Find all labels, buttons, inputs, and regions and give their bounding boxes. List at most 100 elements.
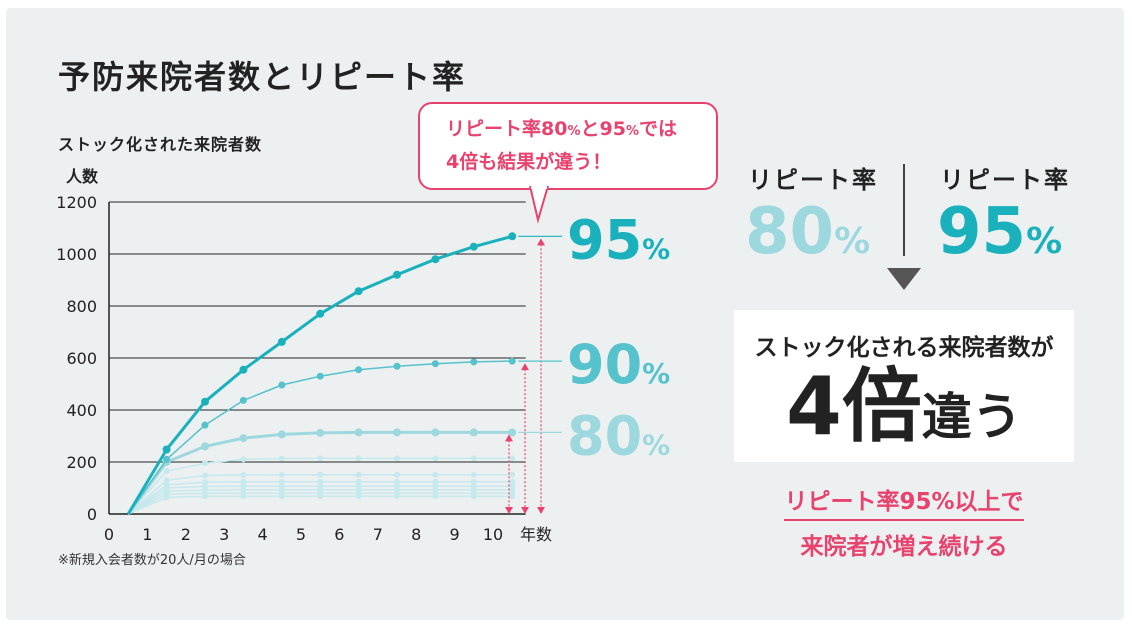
x-tick-label: 8: [411, 525, 421, 544]
data-point: [202, 472, 208, 479]
data-point: [470, 471, 477, 478]
data-point: [431, 428, 440, 437]
arrow-head-down: [537, 507, 545, 514]
y-tick-label: 1200: [56, 193, 97, 212]
data-point: [202, 460, 208, 467]
data-point: [508, 357, 516, 365]
data-point: [355, 483, 362, 490]
rate-label-80: 80%: [567, 404, 670, 467]
data-point: [508, 232, 517, 241]
data-point: [240, 456, 247, 463]
compare-left-label: リピート率: [748, 166, 878, 194]
y-tick-label: 1000: [56, 245, 97, 264]
x-tick-label: 5: [296, 525, 306, 544]
page-title: 予防来院者数とリピート率: [58, 58, 467, 96]
data-point: [277, 430, 286, 439]
data-point: [316, 428, 325, 437]
data-point: [469, 428, 478, 437]
data-point: [316, 372, 324, 380]
data-point: [278, 483, 285, 490]
arrow-head-down: [521, 507, 529, 514]
data-point: [355, 478, 362, 485]
data-point: [393, 428, 401, 437]
data-point: [432, 455, 439, 462]
data-point: [317, 471, 324, 478]
compare-left-value: 80%: [745, 195, 871, 269]
callout-line-1: リピート率80%と95%では: [446, 118, 677, 140]
y-tick-label: 0: [87, 505, 97, 524]
data-point: [509, 455, 516, 462]
data-point: [393, 270, 401, 279]
data-point: [240, 478, 247, 485]
data-point: [240, 483, 247, 490]
data-point: [239, 365, 248, 374]
data-point: [355, 366, 363, 374]
data-point: [239, 396, 247, 404]
data-point: [394, 471, 400, 478]
data-point: [201, 397, 209, 406]
data-point: [163, 477, 170, 484]
data-point: [278, 381, 286, 389]
data-point: [202, 483, 208, 490]
data-point: [509, 478, 516, 485]
data-point: [163, 468, 170, 475]
x-tick-label: 6: [334, 525, 344, 544]
data-point: [508, 428, 517, 437]
arrow-head-down: [505, 507, 513, 514]
data-point: [432, 483, 439, 490]
x-tick-label: 7: [373, 525, 383, 544]
x-tick-label: 9: [450, 525, 460, 544]
data-point: [431, 255, 440, 264]
result-box: ストック化される来院者数が 4倍違う: [734, 310, 1074, 462]
data-point: [278, 455, 285, 462]
data-point: [163, 455, 171, 463]
callout-bubble: リピート率80%と95%では 4倍も結果が違う！: [418, 102, 718, 190]
x-tick-label: 0: [104, 525, 114, 544]
arrow-down-icon: [887, 268, 921, 290]
y-tick-label: 800: [66, 297, 97, 316]
compare-divider: [903, 164, 905, 256]
data-point: [509, 483, 516, 490]
data-point: [394, 455, 400, 462]
x-axis-label: 年数: [520, 525, 552, 544]
data-point: [431, 360, 439, 368]
data-point: [354, 287, 363, 296]
data-point: [201, 442, 209, 451]
conclusion-line-2: 来院者が増え続ける: [800, 534, 1008, 560]
data-point: [355, 471, 362, 478]
chart-subtitle: ストック化された来院者数: [58, 135, 263, 154]
data-point: [470, 483, 477, 490]
data-point: [202, 479, 208, 486]
data-point: [316, 309, 325, 318]
callout-tail: [529, 186, 549, 224]
rate-label-95: 95%: [567, 208, 670, 271]
data-point: [239, 434, 248, 443]
data-point: [278, 478, 285, 485]
data-point: [317, 455, 324, 462]
x-tick-label: 1: [142, 525, 152, 544]
data-point: [278, 471, 285, 478]
arrow-head-up: [505, 434, 513, 442]
data-point: [394, 483, 400, 490]
x-tick-label: 2: [181, 525, 191, 544]
data-point: [317, 478, 324, 485]
y-axis-label: 人数: [66, 167, 99, 186]
data-point: [317, 483, 324, 490]
data-point: [394, 478, 400, 485]
compare-right-label: リピート率: [940, 166, 1070, 194]
data-point: [509, 471, 516, 478]
data-point: [163, 481, 170, 488]
x-tick-label: 10: [483, 525, 503, 544]
data-point: [201, 421, 209, 429]
x-tick-label: 3: [219, 525, 229, 544]
y-tick-label: 600: [66, 349, 97, 368]
data-point: [393, 362, 401, 370]
x-tick-label: 4: [258, 525, 268, 544]
arrow-head-up: [521, 363, 529, 371]
data-point: [470, 358, 478, 366]
data-point: [354, 428, 363, 437]
result-text: ストック化される来院者数が: [754, 335, 1054, 361]
rate-label-90: 90%: [567, 333, 670, 396]
data-point: [469, 242, 478, 251]
